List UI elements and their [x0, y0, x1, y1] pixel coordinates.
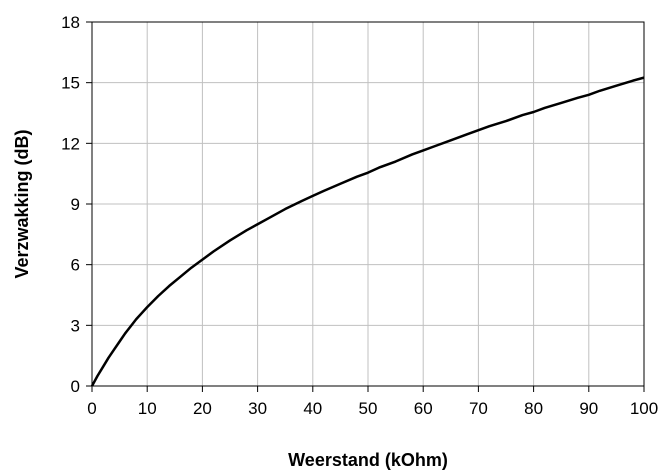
series-line: [90, 76, 645, 387]
y-tick-label: 3: [71, 316, 80, 335]
y-tick-label: 6: [71, 256, 80, 275]
x-tick-label: 10: [138, 399, 157, 418]
y-tick-label: 9: [71, 195, 80, 214]
x-tick-label: 0: [87, 399, 96, 418]
y-tick-label: 0: [71, 377, 80, 396]
x-tick-label: 80: [524, 399, 543, 418]
x-tick-label: 30: [248, 399, 267, 418]
y-tick-label: 12: [61, 134, 80, 153]
x-tick-label: 40: [303, 399, 322, 418]
x-tick-label: 60: [414, 399, 433, 418]
x-axis-title: Weerstand (kOhm): [288, 450, 448, 470]
y-axis-title: Verzwakking (dB): [12, 129, 32, 278]
x-tick-label: 50: [359, 399, 378, 418]
x-tick-label: 100: [630, 399, 658, 418]
x-tick-label: 70: [469, 399, 488, 418]
y-tick-label: 18: [61, 13, 80, 32]
x-tick-label: 20: [193, 399, 212, 418]
y-tick-label: 15: [61, 74, 80, 93]
grid: [92, 22, 644, 386]
series-layer: [90, 76, 645, 387]
axes: 0 10 20 30 40 50 60 70 80 90 100 0 3 6 9 12 15 18: [61, 13, 658, 418]
x-tick-label: 90: [579, 399, 598, 418]
